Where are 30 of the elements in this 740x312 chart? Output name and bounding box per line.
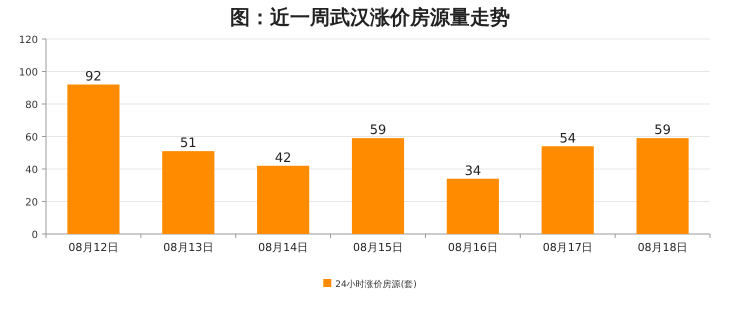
data-label: 34 [464,164,482,179]
bar [67,84,120,234]
bar [542,146,594,234]
x-tick-label: 08月18日 [638,241,688,254]
x-tick-label: 08月15日 [353,241,403,254]
x-tick-label: 08月16日 [448,241,498,254]
x-tick-label: 08月14日 [258,241,308,254]
y-tick-label: 120 [18,35,38,46]
data-label: 59 [654,123,671,138]
data-label: 54 [559,131,576,146]
data-label: 92 [85,70,102,84]
y-tick-label: 20 [25,198,38,208]
bar [162,151,214,234]
y-tick-label: 0 [32,230,38,241]
x-tick-label: 08月13日 [163,241,214,254]
data-label: 42 [274,150,292,166]
y-tick-label: 100 [18,68,38,78]
data-label: 59 [370,123,386,138]
y-tick-label: 40 [25,165,38,176]
y-tick-label: 60 [25,132,38,144]
data-label: 51 [180,136,197,152]
bar [446,178,499,234]
chart-title: 图：近一周武汉涨价房源量走势 [230,5,510,29]
bar [636,138,689,234]
y-tick-label: 80 [25,100,38,111]
bar [257,166,310,234]
bar [352,138,404,234]
x-tick-label: 08月17日 [542,241,593,254]
x-tick-label: 08月12日 [68,241,118,254]
legend-label: 24小时涨价房源(套) [335,279,417,290]
